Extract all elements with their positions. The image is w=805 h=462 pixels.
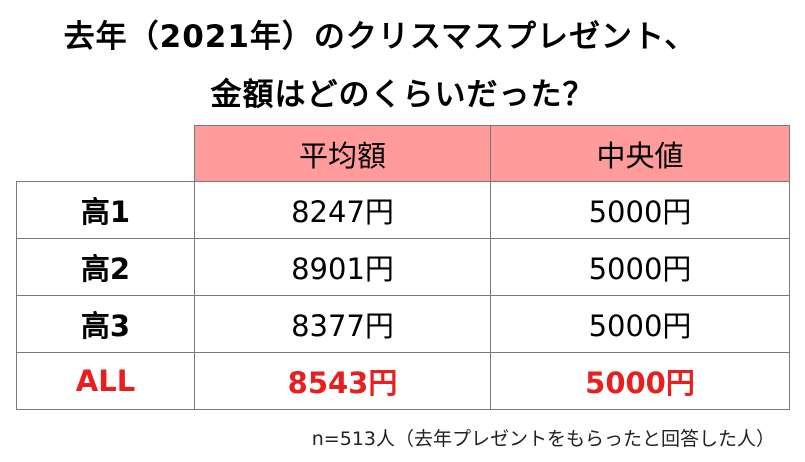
- average-cell: 8247円: [194, 181, 491, 239]
- header-row: 平均額 中央値: [16, 125, 790, 182]
- median-cell: 5000円: [490, 352, 790, 410]
- title-line-1: 去年（2021年）のクリスマスプレゼント、: [63, 19, 697, 55]
- row-label: 高2: [16, 238, 195, 296]
- median-cell: 5000円: [490, 238, 790, 296]
- average-cell: 8543円: [194, 352, 491, 410]
- total-row: ALL 8543円 5000円: [16, 352, 790, 410]
- average-cell: 8901円: [194, 238, 491, 296]
- table-row: 高2 8901円 5000円: [16, 238, 790, 296]
- row-label: 高3: [16, 295, 195, 353]
- header-median: 中央値: [490, 125, 790, 182]
- row-label: ALL: [16, 352, 195, 410]
- table-row: 高1 8247円 5000円: [16, 181, 790, 239]
- row-label: 高1: [16, 181, 195, 239]
- median-cell: 5000円: [490, 181, 790, 239]
- table-row: 高3 8377円 5000円: [16, 295, 790, 353]
- header-average: 平均額: [194, 125, 491, 182]
- median-cell: 5000円: [490, 295, 790, 353]
- sample-note: n=513人（去年プレゼントをもらったと回答した人）: [311, 428, 775, 450]
- average-cell: 8377円: [194, 295, 491, 353]
- corner-cell: [16, 125, 195, 182]
- title-line-2: 金額はどのくらいだった？: [210, 77, 595, 113]
- price-table: 平均額 中央値 高1 8247円 5000円 高2 8901円 5000円 高3…: [16, 125, 790, 410]
